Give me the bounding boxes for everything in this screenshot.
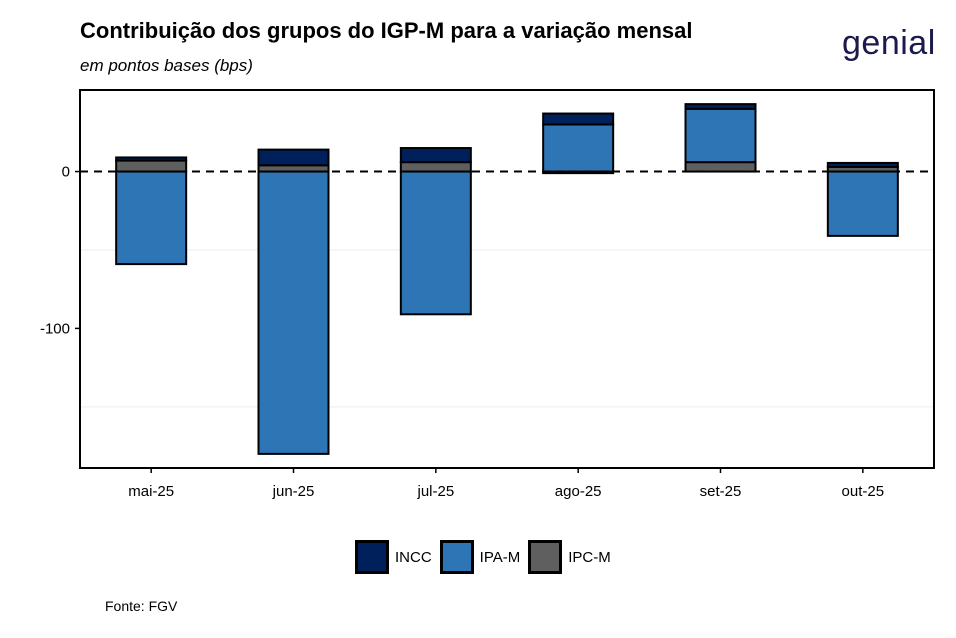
bar-ipc-m-mai-25 — [115, 159, 188, 173]
source-note: Fonte: FGV — [105, 598, 178, 614]
x-tick-label: set-25 — [700, 483, 742, 500]
y-tick-label: 0 — [62, 164, 70, 181]
bar-ipa-m-set-25 — [684, 107, 757, 164]
bar-incc-jun-25 — [257, 148, 330, 167]
chart-subtitle: em pontos bases (bps) — [80, 56, 253, 75]
x-tick-label: ago-25 — [555, 483, 602, 500]
bar-ipa-m-mai-25 — [115, 170, 188, 266]
bar-ipc-m-set-25 — [684, 161, 757, 173]
x-tick-label: jun-25 — [272, 483, 315, 500]
x-tick-label: mai-25 — [128, 483, 174, 500]
legend-label: INCC — [395, 548, 432, 566]
bar-incc-mai-25 — [115, 156, 188, 162]
legend-label: IPC-M — [568, 548, 611, 566]
legend-item-ipa-m: IPA-M — [439, 540, 521, 574]
bar-incc-ago-25 — [542, 112, 615, 126]
bar-ipa-m-ago-25 — [542, 123, 615, 173]
x-tick-label: out-25 — [842, 483, 885, 500]
bar-incc-out-25 — [826, 161, 899, 168]
legend-item-incc: INCC — [355, 540, 432, 574]
bar-ipa-m-jun-25 — [257, 170, 330, 455]
x-tick-label: jul-25 — [416, 483, 454, 500]
plot-border — [79, 89, 935, 469]
chart-title: Contribuição dos grupos do IGP-M para a … — [80, 18, 693, 43]
bar-ipc-m-jul-25 — [399, 161, 472, 173]
bar-incc-set-25 — [684, 103, 757, 110]
legend-swatch — [528, 540, 563, 574]
bar-ipa-m-out-25 — [826, 170, 899, 237]
genial-logo: genial — [842, 24, 936, 62]
bar-ipa-m-jul-25 — [399, 170, 472, 316]
legend-swatch — [355, 540, 389, 574]
y-tick-label: -100 — [40, 320, 70, 337]
legend-swatch — [439, 540, 474, 574]
legend: INCC IPA-M IPC-M — [355, 540, 619, 574]
bar-incc-jul-25 — [399, 147, 472, 164]
legend-item-ipc-m: IPC-M — [528, 540, 611, 574]
legend-label: IPA-M — [479, 548, 521, 566]
